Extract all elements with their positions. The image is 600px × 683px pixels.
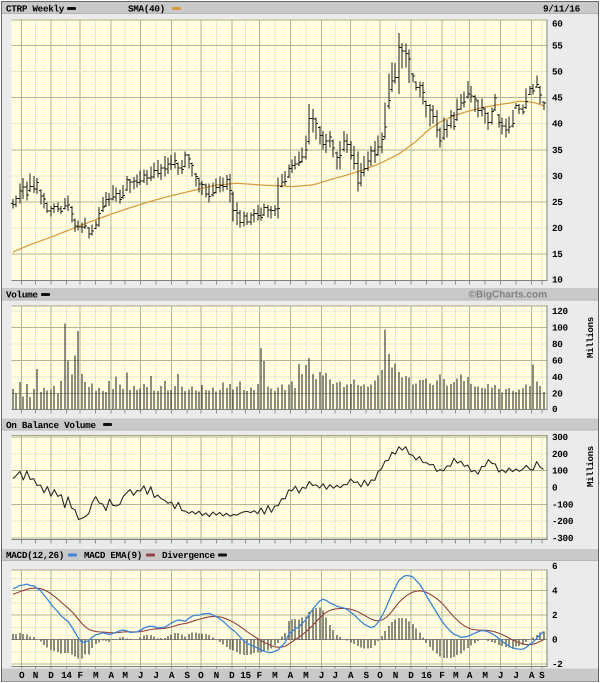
svg-text:M: M — [303, 670, 309, 681]
svg-text:40: 40 — [552, 372, 563, 383]
svg-text:J: J — [138, 670, 143, 681]
svg-text:200: 200 — [552, 449, 569, 460]
svg-text:0: 0 — [552, 483, 558, 494]
svg-text:25: 25 — [552, 197, 563, 208]
svg-text:MACD EMA(9): MACD EMA(9) — [84, 550, 142, 561]
svg-text:F: F — [78, 670, 84, 681]
svg-text:45: 45 — [552, 93, 563, 104]
svg-text:O: O — [377, 670, 383, 681]
svg-text:-2: -2 — [552, 659, 563, 670]
svg-text:J: J — [498, 670, 503, 681]
svg-text:J: J — [332, 670, 337, 681]
svg-text:6: 6 — [552, 561, 558, 572]
svg-text:M: M — [272, 670, 278, 681]
svg-text:F: F — [439, 670, 445, 681]
svg-text:55: 55 — [552, 40, 563, 51]
svg-text:N: N — [393, 670, 398, 681]
svg-text:A: A — [288, 670, 294, 681]
svg-text:S: S — [363, 670, 369, 681]
svg-text:MACD(12,26): MACD(12,26) — [6, 550, 64, 561]
svg-text:40: 40 — [552, 119, 563, 130]
svg-text:M: M — [93, 670, 99, 681]
svg-text:D: D — [408, 670, 414, 681]
svg-text:J: J — [319, 670, 324, 681]
svg-text:Volume: Volume — [6, 290, 38, 301]
svg-text:15: 15 — [552, 249, 563, 260]
svg-text:60: 60 — [552, 18, 563, 29]
svg-text:F: F — [257, 670, 263, 681]
svg-text:Millions: Millions — [586, 317, 596, 358]
svg-text:20: 20 — [552, 223, 563, 234]
svg-text:2: 2 — [552, 610, 558, 621]
svg-text:M: M — [453, 670, 459, 681]
svg-text:A: A — [348, 670, 354, 681]
svg-text:300: 300 — [552, 432, 569, 443]
svg-text:60: 60 — [552, 355, 563, 366]
svg-text:A: A — [169, 670, 175, 681]
svg-text:D: D — [229, 670, 235, 681]
svg-text:M: M — [122, 670, 128, 681]
svg-text:15: 15 — [240, 670, 251, 681]
svg-text:35: 35 — [552, 145, 563, 156]
svg-text:On Balance Volume: On Balance Volume — [6, 420, 96, 431]
svg-text:N: N — [33, 670, 38, 681]
svg-text:30: 30 — [552, 171, 563, 182]
svg-text:S: S — [184, 670, 190, 681]
svg-text:S: S — [539, 670, 545, 681]
svg-text:10: 10 — [552, 274, 563, 285]
svg-text:4: 4 — [552, 586, 558, 597]
svg-text:0: 0 — [552, 635, 558, 646]
svg-text:D: D — [48, 670, 54, 681]
svg-text:9/11/16: 9/11/16 — [543, 4, 581, 15]
svg-text:SMA(40): SMA(40) — [128, 4, 165, 15]
svg-text:O: O — [198, 670, 204, 681]
svg-text:120: 120 — [552, 306, 569, 317]
svg-text:A: A — [467, 670, 473, 681]
svg-text:100: 100 — [552, 466, 569, 477]
svg-text:14: 14 — [61, 670, 72, 681]
svg-text:50: 50 — [552, 67, 563, 78]
svg-text:16: 16 — [421, 670, 432, 681]
svg-text:100: 100 — [552, 322, 569, 333]
svg-text:J: J — [153, 670, 158, 681]
svg-text:A: A — [109, 670, 115, 681]
svg-text:M: M — [482, 670, 488, 681]
svg-text:O: O — [19, 670, 25, 681]
svg-text:Millions: Millions — [586, 446, 596, 487]
svg-text:-200: -200 — [552, 516, 574, 527]
svg-text:-300: -300 — [552, 533, 574, 544]
svg-text:©BigCharts.com: ©BigCharts.com — [469, 290, 548, 301]
svg-text:A: A — [529, 670, 535, 681]
svg-text:J: J — [513, 670, 518, 681]
svg-text:Divergence: Divergence — [162, 550, 216, 561]
svg-text:CTRP Weekly: CTRP Weekly — [6, 4, 65, 15]
svg-text:80: 80 — [552, 339, 563, 350]
svg-text:-100: -100 — [552, 499, 574, 510]
svg-text:N: N — [214, 670, 219, 681]
svg-text:20: 20 — [552, 388, 563, 399]
svg-text:0: 0 — [552, 404, 558, 415]
